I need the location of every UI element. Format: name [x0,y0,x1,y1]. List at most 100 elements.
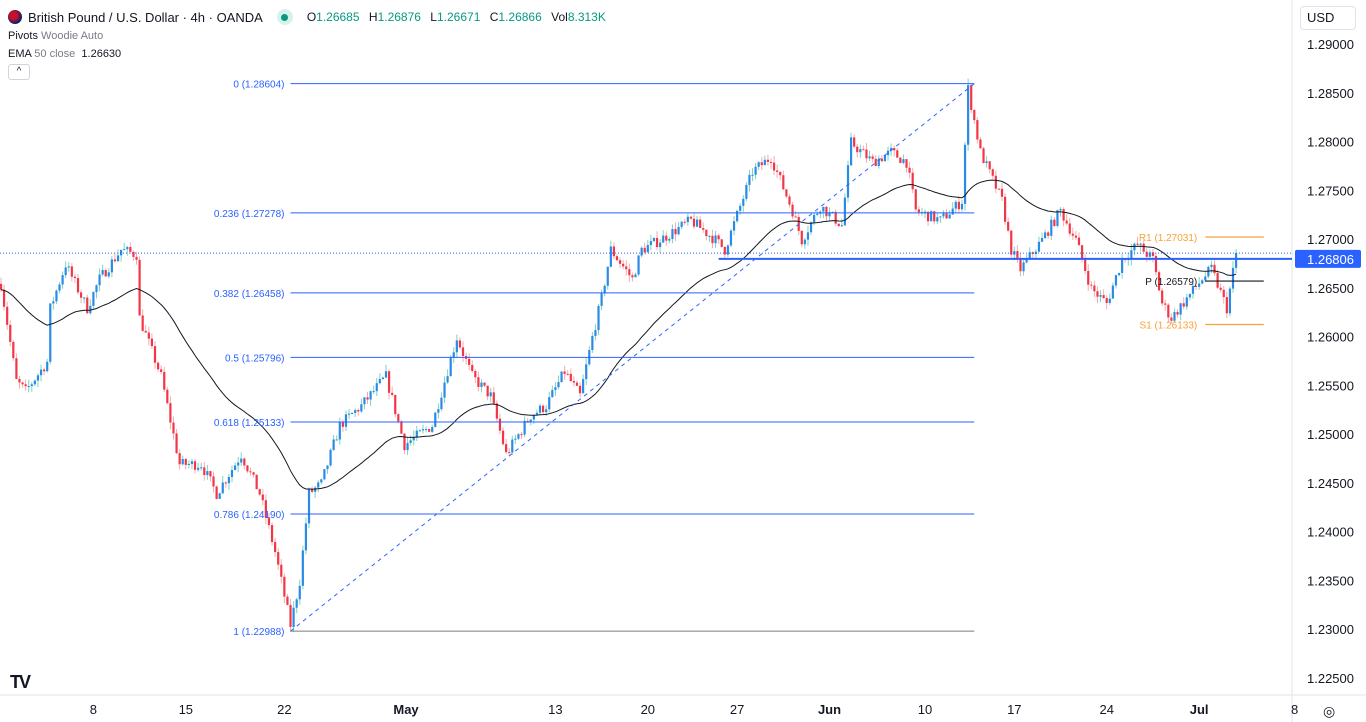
candle-down [86,297,89,314]
candle-up [480,382,483,387]
candle-up [813,214,816,223]
candle-down [976,120,979,140]
candle-down [70,266,73,277]
candle-down [169,403,172,423]
candle-down [769,161,773,163]
candle-up [1231,267,1235,289]
candle-down [428,429,431,432]
tradingview-logo[interactable]: TV [10,672,31,692]
candle-up [304,523,308,551]
candle-up [809,222,813,233]
candle-up [437,409,440,413]
candle-up [221,482,224,494]
candle-down [113,259,117,262]
candle-up [846,165,850,198]
candle-up [233,465,237,471]
candle-up [803,239,806,245]
time-axis-label: 17 [1007,702,1021,717]
candle-down [6,306,9,325]
candle-up [659,242,662,248]
candle-up [757,162,760,167]
candle-down [683,221,686,223]
candle-down [79,292,83,298]
chart-settings-icon[interactable]: ◎ [1323,703,1336,719]
candle-up [859,149,862,153]
candle-up [582,379,585,394]
candle-down [400,421,403,434]
candle-up [548,397,551,410]
price-axis-label: 1.26500 [1307,281,1354,296]
candle-up [748,174,751,185]
candle-down [458,340,462,348]
candle-down [483,382,486,386]
fib-level-label: 1 (1.22988) [233,627,284,638]
candle-down [1157,272,1161,291]
candle-down [1096,291,1099,297]
candle-up [33,380,36,385]
candle-up [126,247,129,250]
candle-up [424,429,428,431]
candle-down [862,149,865,151]
candle-up [668,238,671,241]
candle-down [1010,230,1013,255]
candle-up [446,376,449,383]
candle-down [853,137,856,147]
candle-down [156,362,160,370]
candle-up [415,430,418,437]
candle-down [776,170,779,172]
candle-down [1151,252,1155,256]
candle-up [489,392,492,397]
candle-down [628,269,631,276]
candle-up [662,235,665,243]
ema-indicator-legend[interactable]: EMA 50 close 1.26630 [8,48,122,60]
candle-up [591,335,594,351]
ohlc-values: O1.26685 H1.26876 L1.26671 C1.26866 Vol8… [306,10,606,24]
candle-down [973,109,976,121]
candle-up [1121,258,1124,273]
candle-down [1016,251,1019,258]
candle-down [193,461,197,470]
candle-up [954,201,957,209]
candle-up [714,235,717,244]
time-axis-label: 27 [730,702,744,717]
candle-up [890,148,893,151]
candle-up [1022,262,1025,272]
candle-up [963,144,967,204]
candle-down [1093,285,1096,292]
candle-down [1164,303,1167,305]
candle-down [1170,317,1173,321]
candle-up [110,259,113,273]
candle-up [347,413,351,415]
candle-down [1154,255,1158,273]
candle-down [141,315,144,331]
candle-up [1201,280,1204,284]
candle-down [215,486,218,499]
candle-down [612,246,616,257]
price-axis-label: 1.24500 [1307,476,1354,491]
candle-down [477,377,480,387]
price-axis-label: 1.27500 [1307,183,1354,198]
candle-up [754,166,757,175]
candle-down [1068,223,1071,234]
candle-down [1053,219,1056,226]
candle-up [529,419,532,423]
candle-up [92,292,95,306]
candle-down [911,172,914,190]
pivots-indicator-legend[interactable]: Pivots Woodie Auto [8,30,104,42]
symbol-title[interactable]: British Pound / U.S. Dollar · 4h · OANDA [28,9,263,25]
candle-down [772,162,776,171]
candle-down [905,159,908,168]
collapse-legend-button[interactable]: ^ [8,64,30,80]
candle-down [474,370,477,378]
candle-up [739,205,742,211]
candle-up [344,414,348,427]
candle-down [403,433,406,451]
price-axis-label: 1.26000 [1307,330,1354,345]
candle-up [230,470,234,478]
candle-up [1117,272,1121,276]
candle-down [135,256,138,260]
currency-selector[interactable]: USD [1300,6,1356,30]
candle-up [729,230,733,246]
candle-up [551,390,554,398]
